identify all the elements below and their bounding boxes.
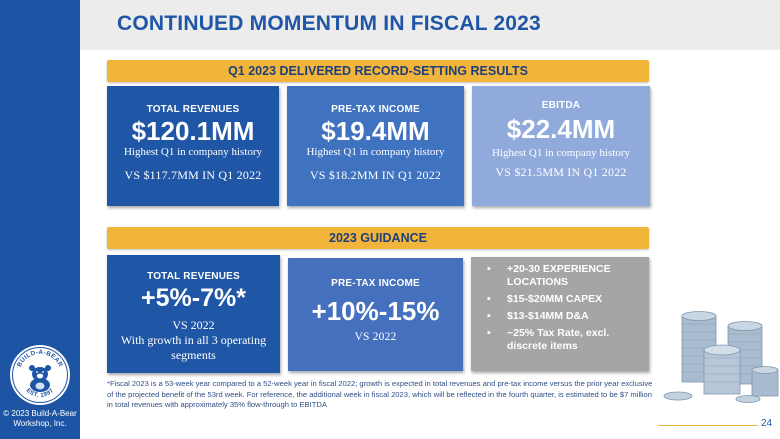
- card-subtitle: Highest Q1 in company history: [123, 146, 263, 158]
- coin-stacks-illustration: [663, 311, 779, 403]
- bullet-icon: •: [487, 310, 491, 322]
- card-comparison: VS $18.2MM IN Q1 2022: [309, 168, 442, 182]
- list-item: • ~25% Tax Rate, excl. discrete items: [487, 327, 610, 352]
- pre-tax-income-card: PRE-TAX INCOME $19.4MM Highest Q1 in com…: [287, 86, 464, 206]
- footnote: *Fiscal 2023 is a 53-week year compared …: [107, 379, 653, 409]
- card-note-line2: segments: [171, 348, 216, 362]
- svg-text:EST. 1997: EST. 1997: [25, 388, 56, 400]
- card-value: $19.4MM: [321, 116, 430, 146]
- card-subtitle: Highest Q1 in company history: [306, 146, 445, 158]
- guidance-list: • +20-30 EXPERIENCE LOCATIONS • $15-$20MM …: [471, 257, 649, 353]
- list-item: • $15-$20MM CAPEX: [487, 293, 603, 305]
- card-comparison: VS $21.5MM IN Q1 2022: [495, 165, 627, 179]
- build-a-bear-logo: BUILD-A-BEAR EST. 1997: [10, 345, 70, 405]
- card-value: +5%-7%*: [141, 284, 246, 312]
- copyright-notice: © 2023 Build-A-Bear Workshop, Inc.: [3, 409, 77, 428]
- card-comparison: VS $117.7MM IN Q1 2022: [124, 168, 262, 182]
- card-subtitle: Highest Q1 in company history: [491, 147, 631, 159]
- total-revenues-card: TOTAL REVENUES $120.1MM Highest Q1 in co…: [107, 86, 279, 206]
- q1-results-banner: Q1 2023 DELIVERED RECORD-SETTING RESULTS: [107, 60, 649, 82]
- card-comparison: VS 2022: [354, 331, 397, 343]
- card-comparison: VS 2022: [172, 318, 215, 332]
- list-item: • +20-30 EXPERIENCE LOCATIONS: [487, 263, 611, 288]
- card-label: PRE-TAX INCOME: [331, 104, 420, 115]
- bullet-icon: •: [487, 293, 491, 305]
- slide-title: CONTINUED MOMENTUM IN FISCAL 2023: [117, 12, 541, 35]
- guidance-items-card: • +20-30 EXPERIENCE LOCATIONS • $15-$20MM …: [471, 257, 649, 371]
- card-value: +10%-15%: [311, 296, 440, 326]
- card-value: $22.4MM: [506, 114, 616, 144]
- card-label: TOTAL REVENUES: [147, 271, 240, 282]
- card-value: $120.1MM: [131, 116, 255, 146]
- page-number: 24: [761, 418, 773, 429]
- page-number-rule: [658, 425, 758, 426]
- card-label: TOTAL REVENUES: [146, 104, 240, 115]
- guidance-pretax-card: PRE-TAX INCOME +10%-15% VS 2022: [288, 258, 463, 371]
- guidance-revenues-card: TOTAL REVENUES +5%-7%* VS 2022 With grow…: [107, 255, 280, 373]
- card-note-line1: With growth in all 3 operating: [120, 333, 267, 347]
- list-item: • $13-$14MM D&A: [487, 310, 589, 322]
- title-band: [80, 0, 780, 50]
- ebitda-card: EBITDA $22.4MM Highest Q1 in company his…: [472, 86, 650, 206]
- card-label: PRE-TAX INCOME: [331, 278, 420, 289]
- bullet-icon: •: [487, 327, 491, 339]
- guidance-banner: 2023 GUIDANCE: [107, 227, 649, 249]
- card-label: EBITDA: [541, 100, 581, 111]
- bullet-icon: •: [487, 263, 491, 275]
